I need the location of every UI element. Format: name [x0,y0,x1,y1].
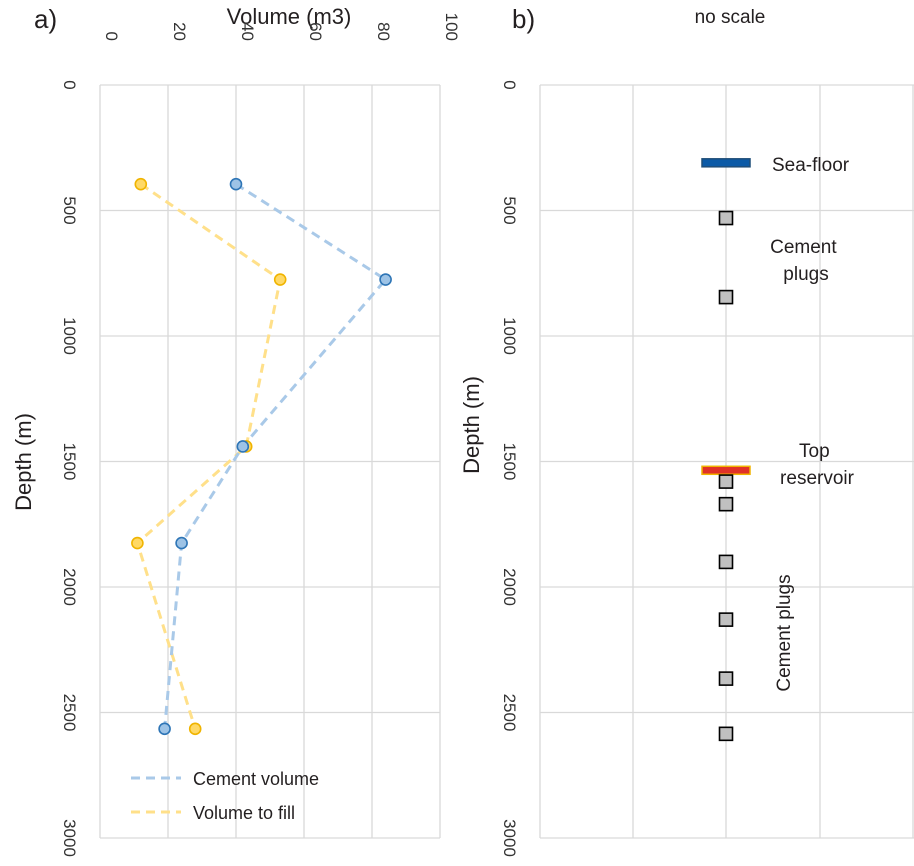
panel-b-note: no scale [695,7,766,28]
panel-b-y-axis-title: Depth (m) [459,376,484,474]
panel-a-x-tick-label: 20 [170,22,189,41]
panel-a-x-axis-title: Volume (m3) [227,4,352,29]
panel-a-y-tick-label: 3000 [60,819,79,857]
data-point-cement-volume [236,440,250,453]
panel-b-y-tick-label: 1000 [500,317,519,355]
panel-a-y-tick-label: 1500 [60,443,79,481]
panel-b-chart: Depth (m) 0 500 1000 1500 2000 2500 3000 Sea-f… [459,80,914,857]
panel-b-y-tick-label: 1500 [500,443,519,481]
data-point-volume-to-fill [134,177,148,191]
top-reservoir-label: Top reservoir [780,441,855,489]
top-reservoir-label-line-2: reservoir [780,468,855,489]
series-line-cement-volume [163,182,388,729]
cement-plug-marker [718,612,734,627]
panel-a-label: a) [34,4,57,34]
cement-plugs-label-lower: Cement plugs [774,574,795,691]
cement-plug-marker [718,496,734,512]
data-point-volume-to-fill [131,536,144,550]
panel-a-chart: Volume (m3) Depth (m) 0 20 40 60 80 100 0 500 1… [11,4,461,857]
cement-plug-marker [718,726,734,742]
series-line-volume-to-fill [135,182,282,730]
data-point-cement-volume [379,273,392,286]
panel-a-y-tick-label: 2000 [60,568,79,606]
panel-b-y-tick-label: 2500 [500,694,519,732]
cement-plugs-label-upper-line-1: Cement [770,237,837,258]
legend-label-volume-to-fill: Volume to fill [193,803,295,823]
sea-floor-label: Sea-floor [772,155,850,176]
cement-plugs-label-upper: Cement plugs [770,237,842,285]
panel-a-y-tick-label: 0 [60,80,79,89]
data-point-cement-volume [158,722,171,736]
top-reservoir-marker [701,465,751,476]
panel-a-x-tick-label: 100 [442,13,461,41]
panel-a-y-axis-title: Depth (m) [11,413,36,511]
panel-a-y-tick-label: 500 [60,196,79,224]
panel-a-x-tick-label: 60 [306,22,325,41]
data-point-cement-volume [175,536,188,550]
panel-a-x-tick-label: 40 [238,22,257,41]
cement-plug-marker [718,671,734,686]
cement-plug-marker [718,554,734,570]
data-point-cement-volume [229,177,243,191]
panel-b-y-tick-label: 500 [500,196,519,224]
panel-b-y-tick-label: 2000 [500,568,519,606]
cement-plugs-label-upper-line-2: plugs [783,264,828,285]
cement-plug-marker [718,289,734,305]
legend-label-cement-volume: Cement volume [193,769,319,789]
cement-plug-marker [718,474,734,489]
data-point-volume-to-fill [188,722,202,736]
panel-a-y-tick-label: 2500 [60,694,79,732]
panel-b-label: b) [512,4,535,34]
panel-a-x-tick-label: 80 [374,22,393,41]
panel-b-y-tick-label: 0 [500,80,519,89]
data-point-volume-to-fill [273,273,287,286]
panel-b-y-tick-label: 3000 [500,819,519,857]
panel-a-y-tick-label: 1000 [60,317,79,355]
cement-plug-marker [718,210,734,226]
panel-a-x-tick-label: 0 [102,32,121,41]
sea-floor-marker [701,158,751,168]
panel-a-legend: Cement volume Volume to fill [131,769,319,823]
top-reservoir-label-line-1: Top [799,441,830,462]
